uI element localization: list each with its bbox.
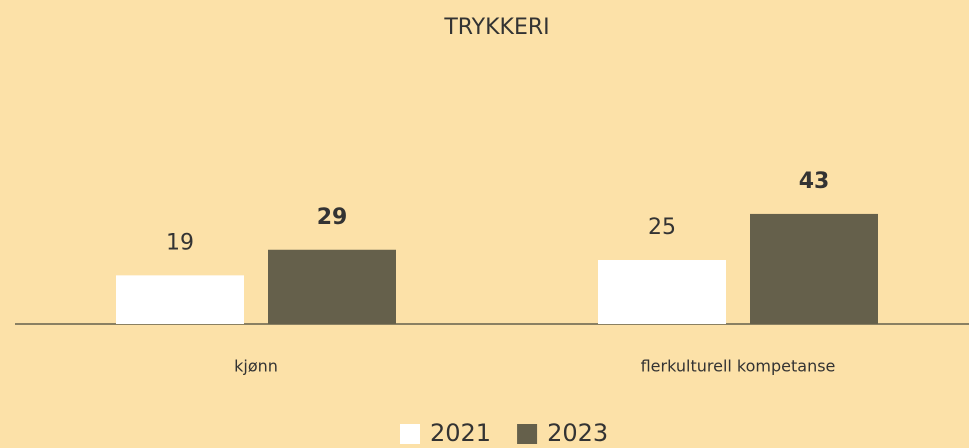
chart-title: TRYKKERI [443,15,549,40]
value-label: 43 [799,169,830,194]
x-tick-label: flerkulturell kompetanse [641,357,836,376]
legend-swatch [400,424,420,444]
legend-swatch [517,424,538,444]
x-tick-label: kjønn [234,357,278,376]
value-label: 25 [648,215,676,240]
legend-label: 2021 [430,419,491,447]
bar [750,213,878,324]
bar [598,260,726,324]
value-label: 19 [166,230,194,255]
legend-label: 2023 [547,419,608,447]
bar [268,249,396,324]
bar [116,275,244,324]
value-label: 29 [317,205,348,230]
